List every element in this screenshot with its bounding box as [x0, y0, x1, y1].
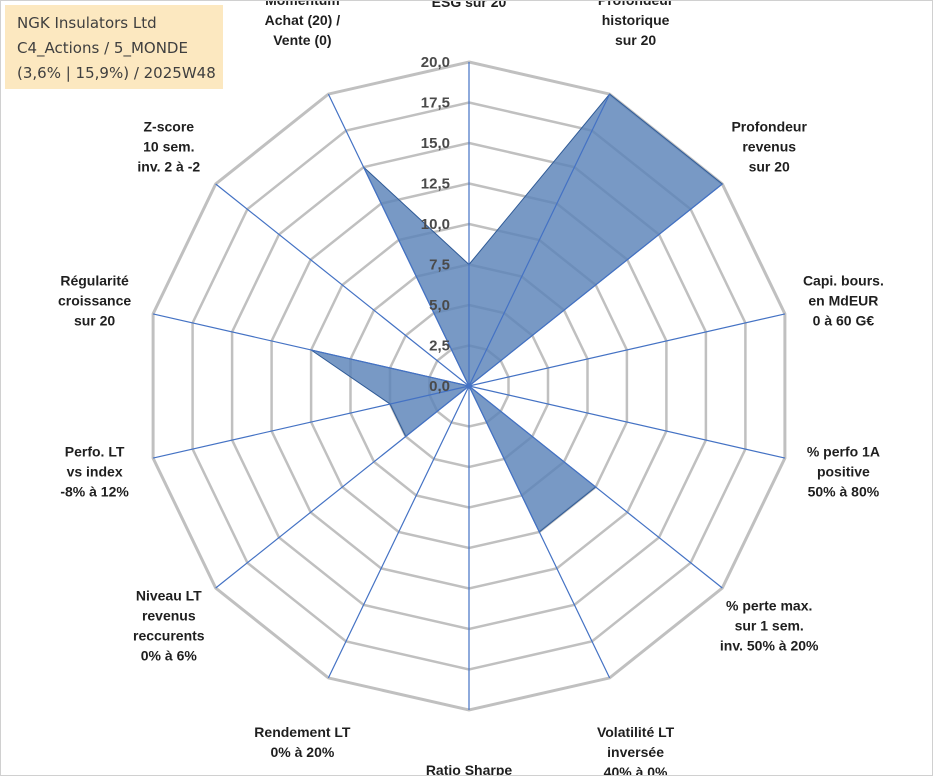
spoke: [468, 385, 611, 679]
spoke: [468, 183, 723, 387]
axis-label-line: sur 20: [74, 313, 115, 329]
spoke: [327, 93, 470, 387]
spoke: [468, 313, 786, 387]
axis-label-line: sur 20: [615, 32, 656, 48]
axis-label: Momentum Achat (20) / Vente (0): [265, 1, 341, 48]
axis-label-line: Volatilité LT: [597, 724, 675, 740]
axis-label-line: positive: [817, 463, 870, 479]
radar-spokes: [152, 62, 786, 710]
spoke: [468, 93, 611, 387]
spoke: [468, 385, 723, 589]
axis-label-line: vs index: [67, 463, 123, 479]
axis-label-line: 0% à 6%: [141, 647, 198, 663]
axis-label-line: Régularité: [60, 273, 129, 289]
spoke: [327, 385, 470, 679]
tick-label: 17,5: [421, 95, 450, 112]
axis-label-line: 10 sem.: [143, 139, 194, 155]
spoke: [215, 183, 470, 387]
axis-label-line: Ratio Sharpe: [426, 762, 513, 775]
spoke: [468, 385, 786, 459]
axis-label-line: historique: [602, 12, 670, 28]
axis-label: Régularité croissance sur 20: [58, 273, 131, 329]
axis-label-line: Vente (0): [273, 32, 331, 48]
axis-label-line: 0 à 60 G€: [813, 313, 875, 329]
axis-label: Perfo. LT vs index -8% à 12%: [60, 443, 129, 499]
spoke: [152, 313, 470, 387]
axis-label: Niveau LT revenus reccurents 0% à 6%: [133, 587, 205, 663]
axis-label-line: Achat (20) /: [265, 12, 341, 28]
tick-label: 2,5: [429, 338, 450, 355]
axis-label-line: inv. 50% à 20%: [720, 637, 819, 653]
spoke: [215, 385, 470, 589]
tick-label: 12,5: [421, 176, 450, 193]
axis-label: Profondeur revenus sur 20: [731, 119, 807, 175]
axis-label-line: Momentum: [265, 1, 340, 8]
axis-labels: NoteESG sur 20 Profondeur historique sur 20…: [58, 1, 884, 775]
axis-label-line: Capi. bours.: [803, 273, 884, 289]
axis-label-line: Profondeur: [598, 1, 674, 8]
axis-label-line: 0% à 20%: [270, 744, 334, 760]
axis-label-line: -8% à 12%: [60, 483, 129, 499]
tick-label: 20,0: [421, 54, 450, 71]
axis-label-line: % perfo 1A: [807, 443, 880, 459]
axis-label-line: Perfo. LT: [65, 443, 125, 459]
axis-label-line: croissance: [58, 293, 131, 309]
axis-label-line: Profondeur: [731, 119, 807, 135]
portfolio-name: C4_Actions / 5_MONDE: [17, 39, 188, 57]
axis-label-line: inversée: [607, 744, 664, 760]
axis-label-line: inv. 2 à -2: [137, 159, 200, 175]
tick-label: 0,0: [429, 378, 450, 395]
axis-label-line: 50% à 80%: [808, 483, 880, 499]
period-info: (3,6% | 15,9%) / 2025W48: [17, 64, 216, 82]
axis-label-line: sur 1 sem.: [735, 617, 804, 633]
axis-label-line: Z-score: [144, 119, 195, 135]
info-box: NGK Insulators Ltd C4_Actions / 5_MONDE …: [5, 5, 223, 89]
axis-label-line: % perte max.: [726, 597, 812, 613]
axis-label-line: revenus: [742, 139, 796, 155]
tick-label: 15,0: [421, 135, 450, 152]
spoke: [152, 385, 470, 459]
axis-label-line: ESG sur 20: [432, 1, 507, 10]
company-name: NGK Insulators Ltd: [17, 14, 157, 32]
axis-label: Z-score 10 sem. inv. 2 à -2: [137, 119, 200, 175]
axis-label-line: 40% à 0%: [604, 764, 668, 775]
axis-label: % perte max. sur 1 sem. inv. 50% à 20%: [720, 597, 819, 653]
axis-label-line: Niveau LT: [136, 587, 202, 603]
axis-label: Rendement LT 0% à 20%: [254, 724, 351, 760]
tick-label: 10,0: [421, 216, 450, 233]
axis-label-line: reccurents: [133, 627, 205, 643]
axis-label: Volatilité LT inversée 40% à 0%: [597, 724, 675, 775]
axis-label-line: sur 20: [749, 159, 790, 175]
axis-label-line: Rendement LT: [254, 724, 351, 740]
radial-tick-labels: 0,0 2,5 5,0 7,5 10,0 12,5 15,0 17,5 20,0: [421, 54, 450, 395]
axis-label: Capi. bours. en MdEUR 0 à 60 G€: [803, 273, 884, 329]
axis-label: Profondeur historique sur 20: [598, 1, 674, 48]
tick-label: 5,0: [429, 297, 450, 314]
axis-label-line: revenus: [142, 607, 196, 623]
axis-label: % perfo 1A positive 50% à 80%: [807, 443, 880, 499]
axis-label-line: en MdEUR: [808, 293, 878, 309]
tick-label: 7,5: [429, 257, 450, 274]
axis-label: NoteESG sur 20: [432, 1, 507, 10]
axis-label: Ratio Sharpe0 à 1: [426, 762, 513, 775]
